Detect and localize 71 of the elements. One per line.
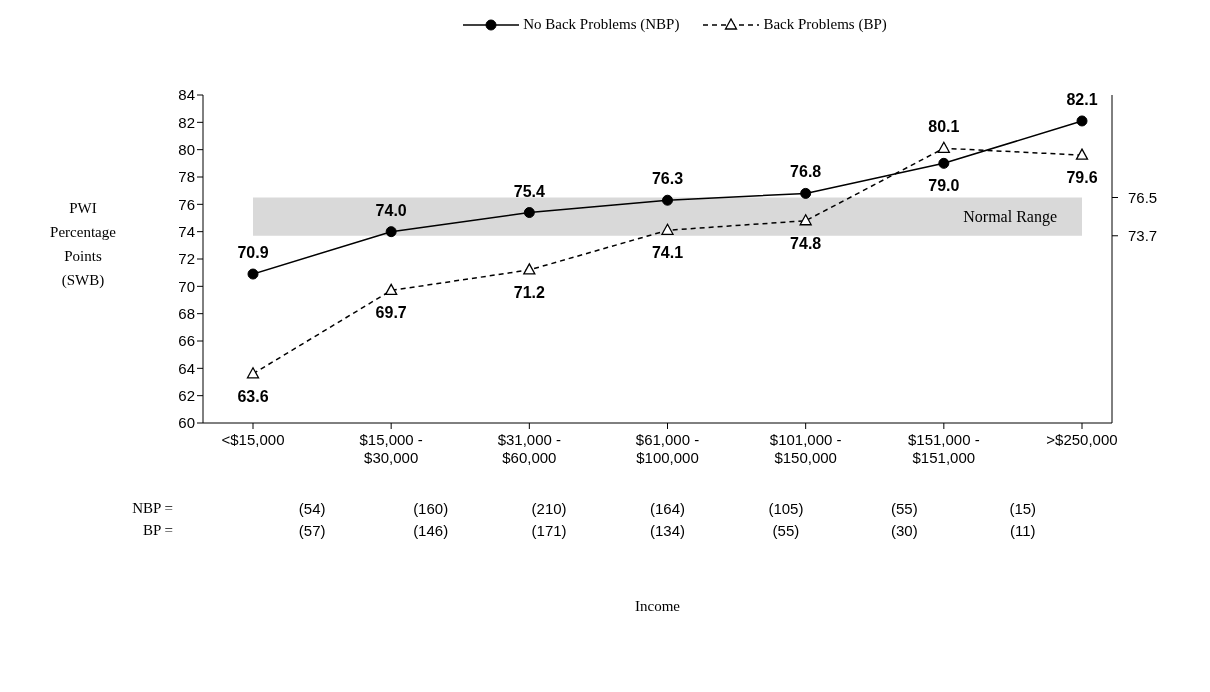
text: (210) — [530, 500, 568, 517]
x-tick-label: $151,000 - $151,000 — [907, 431, 980, 466]
text: (146) — [412, 522, 450, 539]
data-label: 76.3 — [651, 170, 684, 188]
y-tick-label: 82 — [178, 113, 195, 131]
text: (30) — [890, 522, 919, 539]
y-tick-label: 62 — [178, 386, 195, 404]
data-label: 79.6 — [1066, 169, 1098, 187]
point — [385, 226, 397, 238]
data-label: 79.0 — [928, 177, 960, 195]
point — [523, 207, 535, 219]
y-tick-label: 70 — [178, 277, 195, 295]
text: (11) — [1009, 522, 1037, 539]
data-label: 74.0 — [375, 201, 407, 219]
y-tick-label: 68 — [178, 304, 195, 322]
text: BP = — [142, 522, 173, 539]
text: (57) — [297, 522, 327, 539]
y-tick-label: 76 — [178, 195, 195, 213]
data-label: 74.8 — [790, 234, 822, 252]
band-label: Normal Range — [963, 207, 1057, 226]
point — [385, 283, 398, 296]
text: (55) — [890, 500, 919, 517]
x-tick-label: $61,000 - $100,000 — [635, 431, 700, 466]
data-label: 75.4 — [513, 182, 546, 200]
y-tick-label: 64 — [178, 359, 195, 377]
x-tick-label: <$15,000 — [221, 431, 285, 448]
x-tick-label: $101,000 - $150,000 — [769, 431, 842, 466]
y-tick-label: 60 — [178, 414, 195, 432]
y-tick-label: 80 — [178, 140, 195, 158]
y2-tick-label: 73.7 — [1128, 227, 1158, 245]
point — [523, 263, 536, 275]
legend-label: No Back Problems (NBP) — [523, 16, 680, 33]
text: (15) — [1008, 500, 1038, 517]
point — [1075, 148, 1089, 160]
x-tick-label: $31,000 - $60,000 — [497, 431, 562, 466]
point — [1076, 115, 1088, 127]
y-tick-label: 78 — [178, 168, 195, 186]
point — [800, 187, 812, 199]
data-label: 76.8 — [790, 163, 822, 181]
point — [247, 268, 259, 280]
data-label: 82.1 — [1066, 90, 1098, 108]
y-tick-label: 74 — [178, 222, 195, 240]
text: (55) — [771, 522, 801, 539]
y-axis-title: PWI Percentage Points (SWB) — [49, 198, 117, 290]
y-tick-label: 72 — [178, 250, 195, 268]
text: (160) — [412, 500, 450, 517]
legend-label: Back Problems (BP) — [763, 16, 887, 33]
point — [246, 367, 260, 379]
point — [937, 141, 950, 153]
point — [661, 223, 674, 235]
data-label: 70.9 — [237, 244, 269, 262]
x-tick-label: >$250,000 — [1046, 431, 1118, 448]
y-tick-label: 66 — [178, 332, 195, 350]
text: NBP = — [131, 500, 173, 517]
point — [662, 194, 673, 206]
point — [799, 214, 812, 226]
y2-tick-label: 76.5 — [1128, 188, 1158, 206]
text: Income — [634, 598, 681, 615]
data-label: 71.2 — [513, 283, 546, 301]
point — [938, 157, 950, 169]
data-label: 63.6 — [237, 387, 269, 405]
text: (134) — [649, 522, 686, 539]
text: (171) — [530, 522, 568, 539]
text: (54) — [297, 500, 327, 517]
data-label: 69.7 — [375, 304, 407, 322]
y-tick-label: 84 — [178, 86, 195, 104]
text: (164) — [649, 500, 686, 517]
x-tick-label: $15,000 - $30,000 — [359, 431, 423, 466]
text: (105) — [767, 500, 805, 517]
data-label: 74.1 — [651, 244, 684, 262]
data-label: 80.1 — [928, 118, 960, 136]
